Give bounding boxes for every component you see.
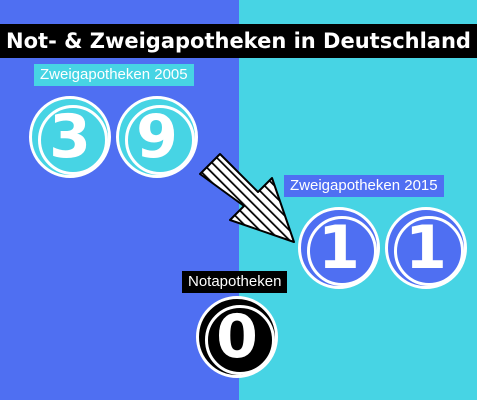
branch-2005-digit-1: 3 bbox=[29, 96, 111, 178]
branch-2015-label: Zweigapotheken 2015 bbox=[284, 175, 444, 197]
emergency-pharmacy-digit: 0 bbox=[196, 296, 278, 378]
page-title: Not- & Zweigapotheken in Deutschland bbox=[0, 24, 477, 58]
branch-2015-digit-2: 1 bbox=[385, 207, 467, 289]
branch-2005-digit-2: 9 bbox=[116, 96, 198, 178]
branch-2015-digit-1: 1 bbox=[298, 207, 380, 289]
branch-2005-label: Zweigapotheken 2005 bbox=[34, 64, 194, 86]
emergency-pharmacy-label: Notapotheken bbox=[182, 271, 288, 293]
diagonal-hatched-arrow-icon bbox=[199, 153, 295, 243]
